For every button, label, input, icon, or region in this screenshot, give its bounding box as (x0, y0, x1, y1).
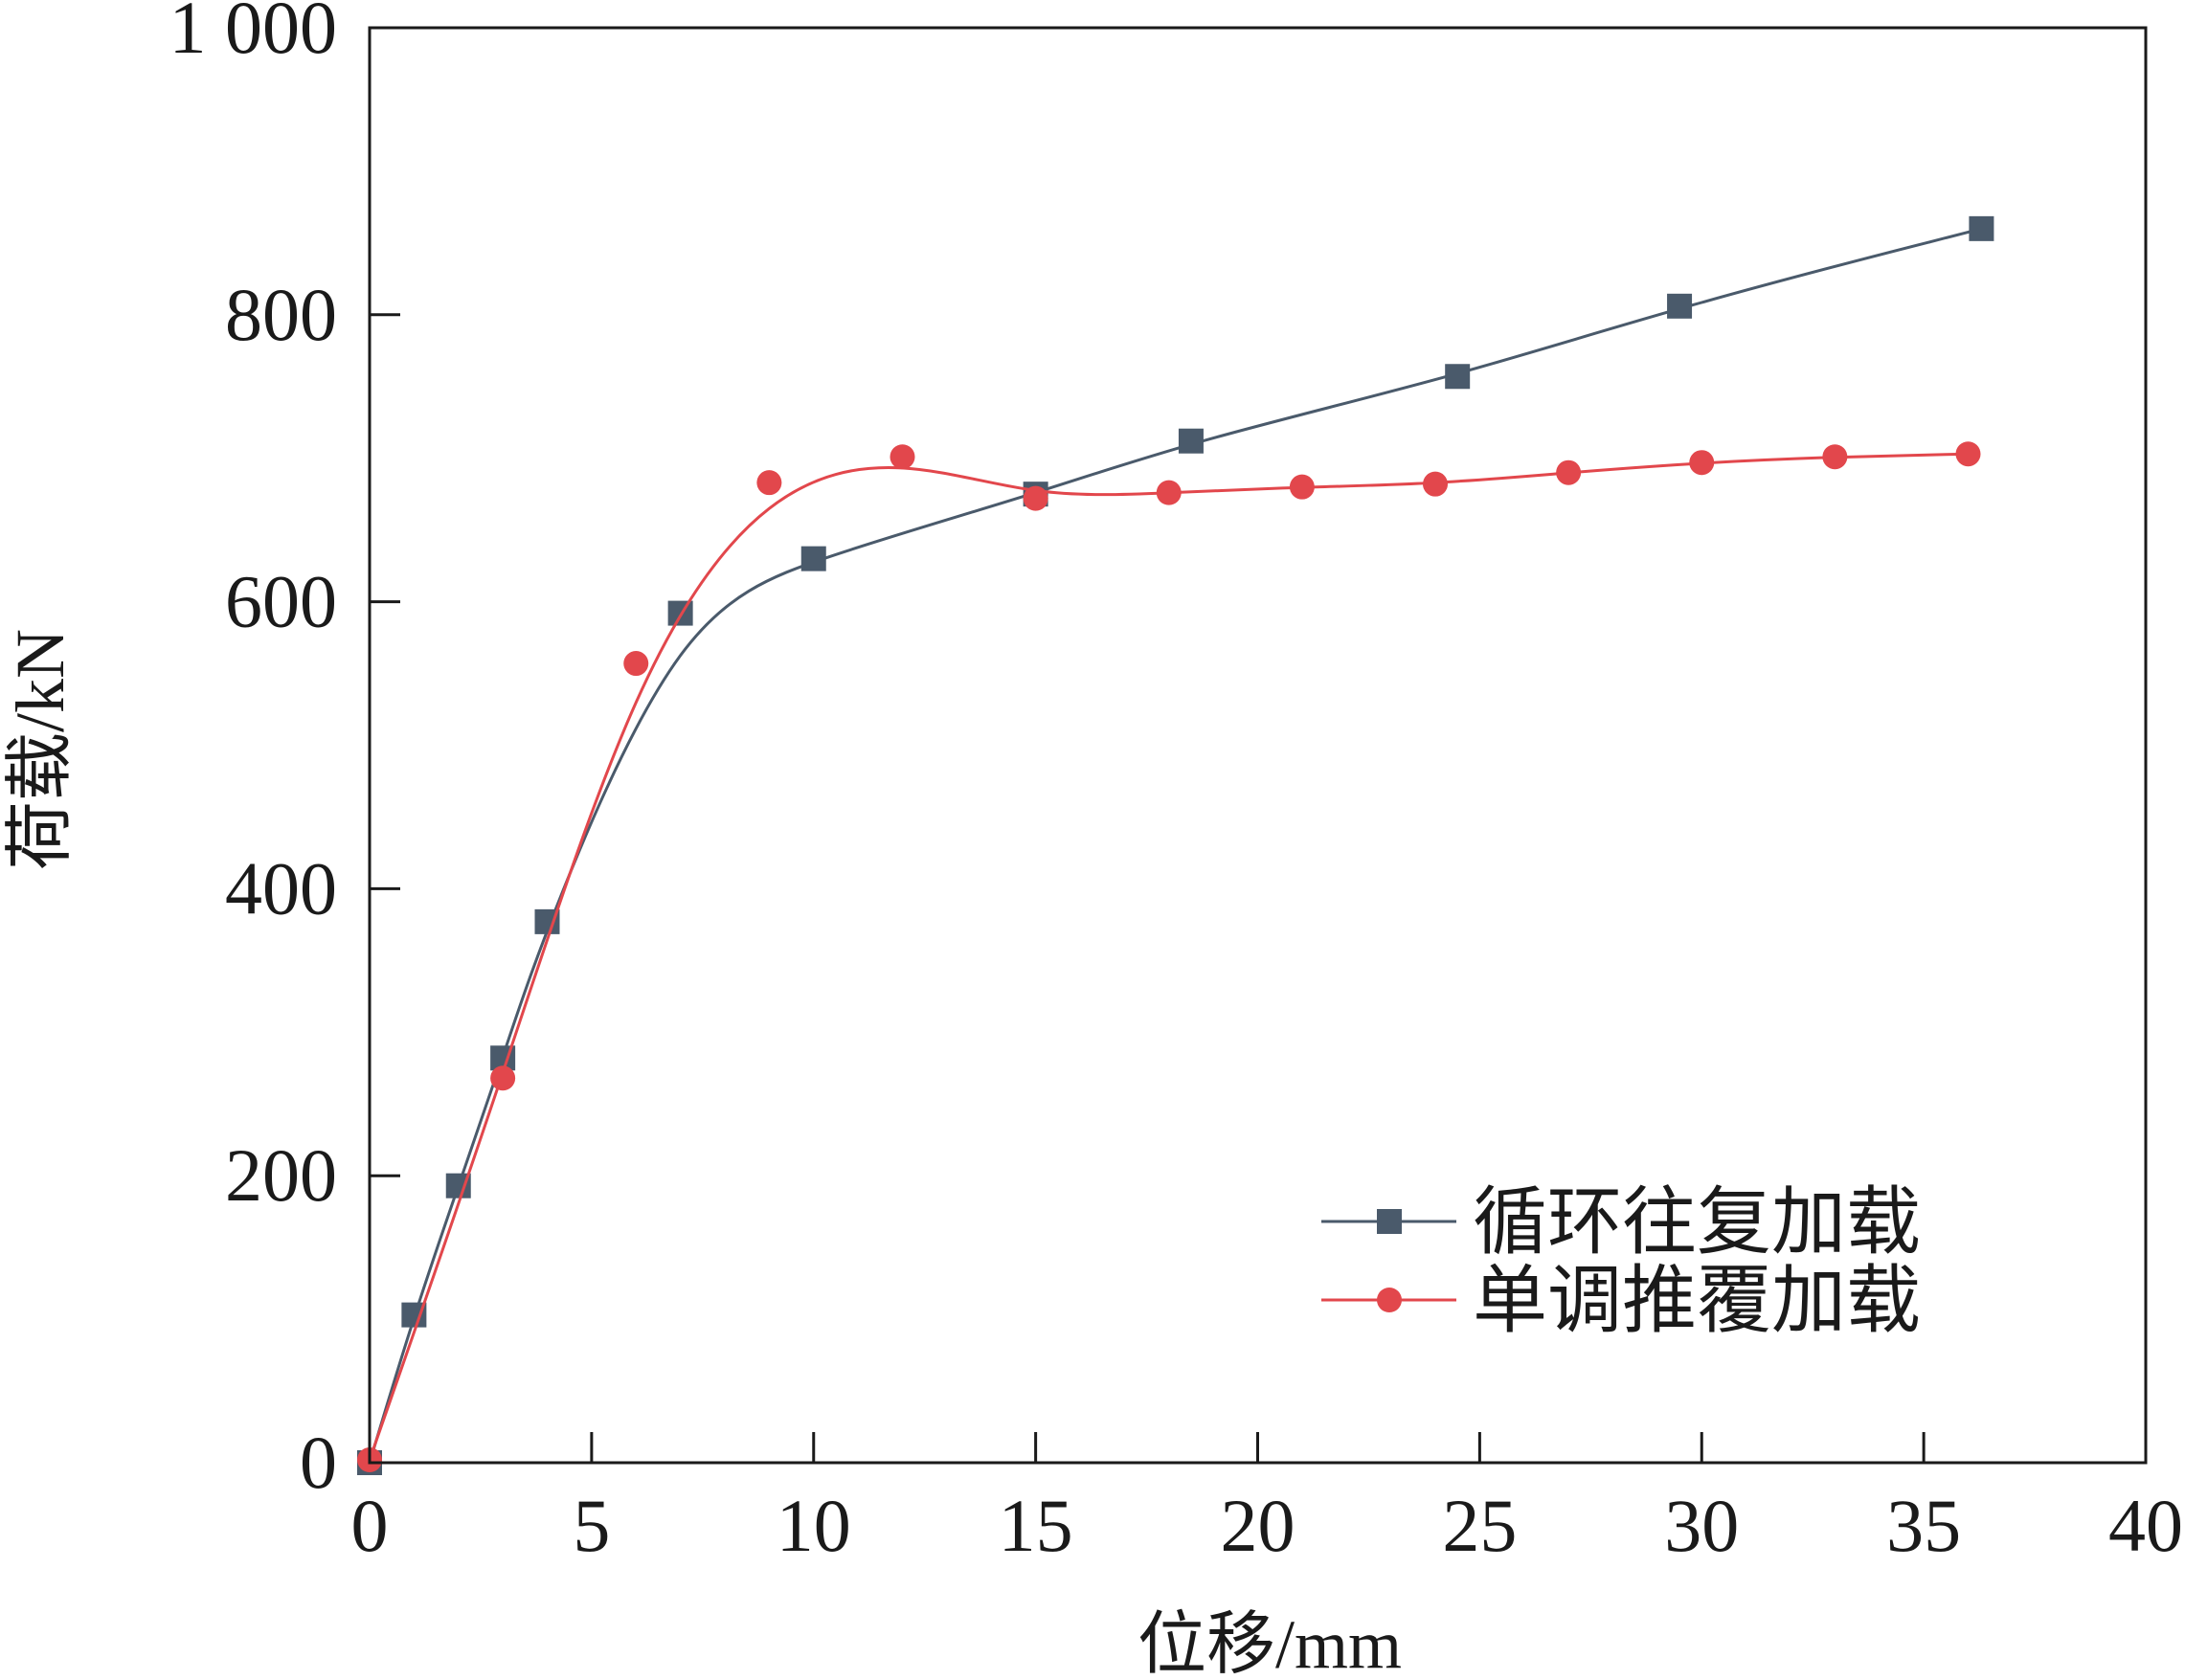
legend-label: 循环往复加载 (1473, 1180, 1921, 1264)
monotonic-pushover-marker (756, 470, 782, 496)
monotonic-pushover-marker (1822, 444, 1848, 470)
legend-item-monotonic-pushover: 单调推覆加载 (1321, 1259, 1921, 1342)
monotonic-pushover-marker (1289, 474, 1315, 500)
legend-label: 单调推覆加载 (1473, 1259, 1921, 1342)
cyclic-loading-marker (1969, 215, 1994, 241)
x-tick-label: 25 (1442, 1484, 1517, 1567)
cyclic-loading-marker (1178, 428, 1204, 454)
cyclic-loading-marker (1667, 293, 1693, 319)
monotonic-pushover-marker (1156, 480, 1182, 505)
legend-marker-circle (1377, 1288, 1402, 1312)
y-tick-label: 0 (300, 1421, 337, 1504)
monotonic-pushover-marker (1689, 450, 1715, 476)
monotonic-pushover-marker (1423, 471, 1448, 497)
x-tick-label: 0 (351, 1484, 389, 1567)
x-tick-label: 10 (777, 1484, 851, 1567)
x-tick-label: 35 (1886, 1484, 1961, 1567)
plot-series (357, 215, 1994, 1475)
x-tick-label: 20 (1221, 1484, 1295, 1567)
monotonic-pushover-marker (1023, 485, 1048, 511)
y-tick-label: 200 (225, 1133, 337, 1217)
monotonic-pushover-line (368, 452, 1970, 1462)
monotonic-pushover-marker (623, 651, 649, 677)
monotonic-pushover-series (357, 441, 1981, 1473)
x-tick-label: 15 (999, 1484, 1073, 1567)
monotonic-pushover-marker (1955, 441, 1981, 467)
x-axis-title: 位移/mm (1138, 1606, 1402, 1680)
legend-item-cyclic-loading: 循环往复加载 (1321, 1180, 1921, 1264)
cyclic-loading-marker (800, 546, 826, 571)
monotonic-pushover-marker (490, 1065, 516, 1091)
x-tick-label: 5 (573, 1484, 610, 1567)
cyclic-loading-marker (1445, 364, 1471, 390)
y-tick-label: 800 (225, 273, 337, 356)
y-tick-label: 400 (225, 846, 337, 930)
monotonic-pushover-marker (1556, 459, 1582, 485)
x-tick-label: 30 (1664, 1484, 1739, 1567)
x-tick-label: 40 (2108, 1484, 2183, 1567)
y-tick-label: 1 000 (169, 0, 338, 69)
legend-marker-square (1377, 1209, 1402, 1234)
monotonic-pushover-marker (890, 444, 915, 470)
y-axis-title: 荷载/kN (2, 629, 79, 870)
plot-frame (368, 26, 2148, 1465)
cyclic-loading-series (357, 215, 1994, 1475)
legend: 循环往复加载 单调推覆加载 (1321, 1180, 1921, 1342)
y-tick-label: 600 (225, 560, 337, 643)
